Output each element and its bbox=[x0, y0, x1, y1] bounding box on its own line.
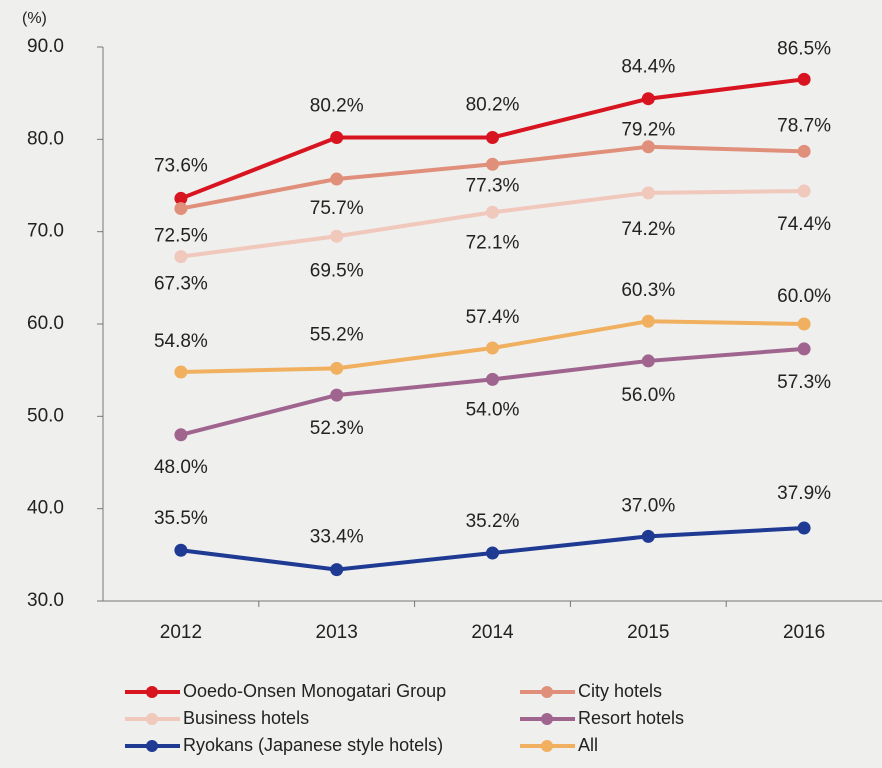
point bbox=[797, 342, 811, 356]
point bbox=[330, 563, 344, 577]
data-label: 67.3% bbox=[154, 274, 208, 295]
point bbox=[174, 202, 188, 216]
data-label: 55.2% bbox=[310, 324, 364, 345]
point bbox=[486, 157, 499, 171]
data-label: 69.5% bbox=[310, 260, 364, 281]
point bbox=[797, 317, 811, 331]
y-tick-label: 60.0 bbox=[27, 313, 64, 334]
data-label: 73.6% bbox=[154, 155, 208, 176]
y-axis-label: (%) bbox=[22, 10, 47, 27]
data-label: 37.0% bbox=[621, 495, 675, 516]
legend-label: Business hotels bbox=[183, 708, 309, 728]
data-label: 84.4% bbox=[621, 57, 675, 78]
point bbox=[174, 543, 188, 557]
data-label: 79.2% bbox=[621, 120, 675, 141]
point bbox=[486, 372, 499, 386]
point bbox=[486, 205, 499, 219]
legend-marker bbox=[146, 740, 158, 752]
point bbox=[486, 130, 499, 144]
x-tick-label: 2015 bbox=[627, 622, 669, 643]
x-tick-label: 2013 bbox=[316, 622, 358, 643]
legend-label: Resort hotels bbox=[578, 708, 684, 728]
point bbox=[797, 144, 811, 158]
data-label: 60.0% bbox=[777, 286, 831, 307]
point bbox=[641, 354, 655, 368]
legend-marker bbox=[146, 686, 158, 698]
legend-label: City hotels bbox=[578, 681, 662, 701]
data-label: 48.0% bbox=[154, 457, 208, 478]
legend-marker bbox=[541, 686, 553, 698]
point bbox=[641, 186, 655, 200]
data-label: 72.1% bbox=[466, 232, 520, 253]
point bbox=[330, 172, 344, 186]
legend-marker bbox=[541, 740, 553, 752]
data-label: 35.2% bbox=[466, 511, 520, 532]
point bbox=[174, 365, 188, 379]
point bbox=[797, 184, 811, 198]
data-label: 78.7% bbox=[777, 115, 831, 136]
y-tick-label: 30.0 bbox=[27, 590, 64, 611]
legend-label: All bbox=[578, 735, 598, 755]
data-label: 54.8% bbox=[154, 331, 208, 352]
legend-marker bbox=[146, 713, 158, 725]
x-tick-label: 2016 bbox=[783, 622, 825, 643]
data-label: 80.2% bbox=[466, 95, 520, 116]
data-label: 74.2% bbox=[621, 219, 675, 240]
point bbox=[486, 341, 499, 355]
data-label: 80.2% bbox=[310, 96, 364, 117]
point bbox=[641, 140, 655, 154]
data-label: 37.9% bbox=[777, 483, 831, 504]
point bbox=[641, 314, 655, 328]
y-tick-label: 80.0 bbox=[27, 128, 64, 149]
point bbox=[330, 388, 344, 402]
point bbox=[174, 191, 188, 205]
data-label: 77.3% bbox=[466, 175, 520, 196]
x-tick-label: 2012 bbox=[160, 622, 202, 643]
y-tick-label: 70.0 bbox=[27, 221, 64, 242]
point bbox=[174, 250, 188, 264]
legend-marker bbox=[541, 713, 553, 725]
data-label: 86.5% bbox=[777, 38, 831, 59]
legend-label: Ryokans (Japanese style hotels) bbox=[183, 735, 443, 755]
data-label: 56.0% bbox=[621, 385, 675, 406]
data-label: 60.3% bbox=[621, 280, 675, 301]
data-label: 57.3% bbox=[777, 372, 831, 393]
point bbox=[330, 361, 344, 375]
x-tick-label: 2014 bbox=[471, 622, 514, 643]
data-label: 75.7% bbox=[310, 198, 364, 219]
point bbox=[330, 229, 344, 243]
point bbox=[330, 130, 344, 144]
point bbox=[486, 546, 499, 560]
data-label: 33.4% bbox=[310, 527, 364, 548]
data-label: 74.4% bbox=[777, 214, 831, 235]
point bbox=[641, 529, 655, 543]
point bbox=[797, 72, 811, 86]
point bbox=[797, 521, 811, 535]
y-tick-label: 40.0 bbox=[27, 498, 64, 519]
y-tick-label: 90.0 bbox=[27, 36, 64, 57]
data-label: 35.5% bbox=[154, 508, 208, 529]
point bbox=[174, 428, 188, 442]
legend-label: Ooedo-Onsen Monogatari Group bbox=[183, 681, 446, 701]
data-label: 54.0% bbox=[466, 399, 520, 420]
data-label: 57.4% bbox=[466, 307, 520, 328]
data-label: 72.5% bbox=[154, 226, 208, 247]
point bbox=[641, 92, 655, 106]
y-tick-label: 50.0 bbox=[27, 405, 64, 426]
data-label: 52.3% bbox=[310, 418, 364, 439]
